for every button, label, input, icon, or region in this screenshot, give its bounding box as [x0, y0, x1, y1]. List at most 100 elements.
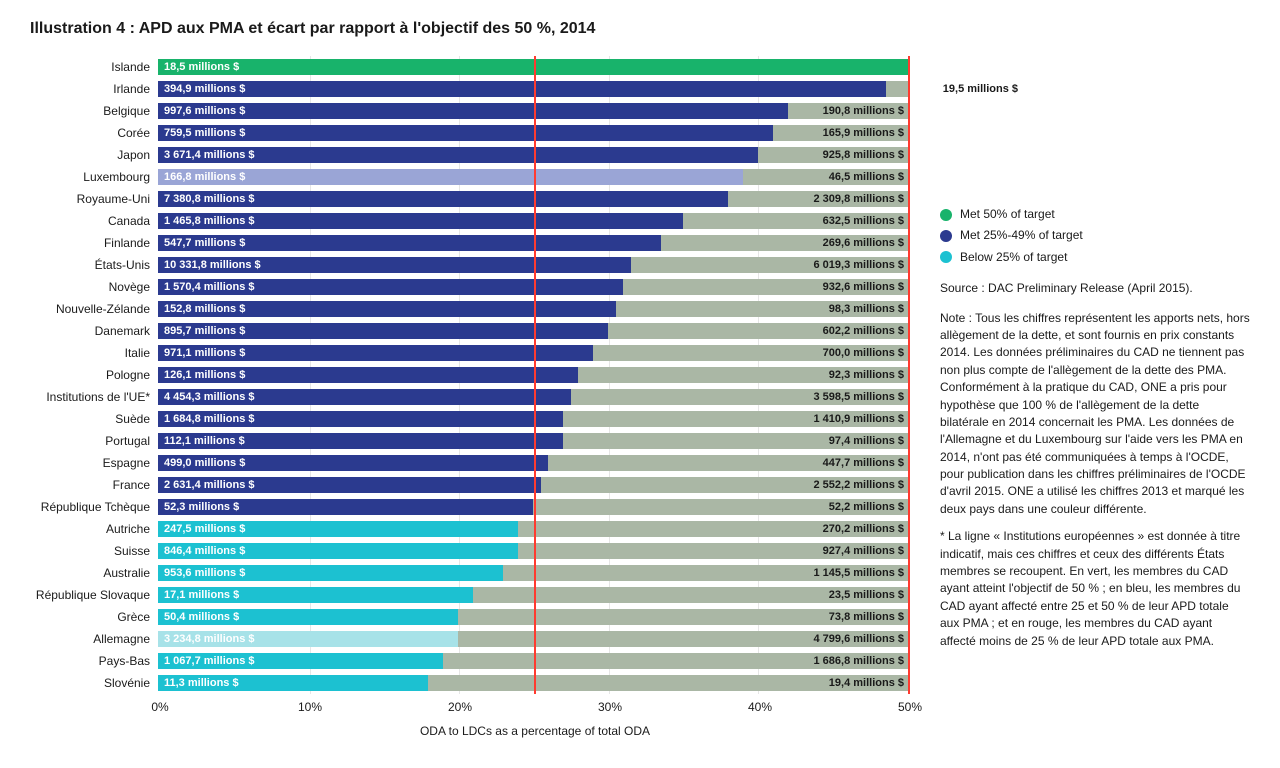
- bar-track: 394,9 millions $19,5 millions $: [158, 81, 908, 97]
- bar-row: Suède1 684,8 millions $1 410,9 millions …: [30, 408, 908, 430]
- bar-row: Pologne126,1 millions $92,3 millions $: [30, 364, 908, 386]
- bar-track: 18,5 millions $: [158, 59, 908, 75]
- bar-main: 1 570,4 millions $: [158, 279, 623, 295]
- bar-row: Royaume-Uni7 380,8 millions $2 309,8 mil…: [30, 188, 908, 210]
- gap-label: 52,2 millions $: [829, 499, 904, 515]
- country-label: Allemagne: [30, 632, 158, 646]
- country-label: Novège: [30, 280, 158, 294]
- bar-track: 1 570,4 millions $ 932,6 millions $: [158, 279, 908, 295]
- x-tick: 20%: [448, 700, 472, 714]
- bar-track: 7 380,8 millions $2 309,8 millions $: [158, 191, 908, 207]
- legend-swatch: [940, 251, 952, 263]
- country-label: Nouvelle-Zélande: [30, 302, 158, 316]
- gap-label: 4 799,6 millions $: [814, 631, 905, 647]
- bar-row: Islande18,5 millions $: [30, 56, 908, 78]
- country-label: Japon: [30, 148, 158, 162]
- gap-label: 73,8 millions $: [829, 609, 904, 625]
- country-label: Islande: [30, 60, 158, 74]
- bar-row: République Tchèque52,3 millions $ 52,2 mi…: [30, 496, 908, 518]
- country-label: Belgique: [30, 104, 158, 118]
- bar-track: 166,8 millions $46,5 millions $: [158, 169, 908, 185]
- gap-label: 447,7 millions $: [823, 455, 904, 471]
- country-label: Danemark: [30, 324, 158, 338]
- x-axis-title: ODA to LDCs as a percentage of total ODA: [160, 724, 910, 738]
- bar-main: 997,6 millions $: [158, 103, 788, 119]
- bar-track: 846,4 millions $927,4 millions $: [158, 543, 908, 559]
- country-label: Portugal: [30, 434, 158, 448]
- gap-label: 19,5 millions $: [943, 81, 1018, 97]
- gap-label: 632,5 millions $: [823, 213, 904, 229]
- bar-track: 50,4 millions $ 73,8 millions $: [158, 609, 908, 625]
- layout: Islande18,5 millions $Irlande394,9 milli…: [30, 56, 1250, 738]
- gap-label: 925,8 millions $: [823, 147, 904, 163]
- source-text: Source : DAC Preliminary Release (April …: [940, 280, 1250, 297]
- bar-row: Italie971,1 millions $ 700,0 millions $: [30, 342, 908, 364]
- country-label: Suède: [30, 412, 158, 426]
- bar-row: Irlande394,9 millions $19,5 millions $: [30, 78, 908, 100]
- gap-label: 927,4 millions $: [823, 543, 904, 559]
- bar-track: 547,7 millions $269,6 millions $: [158, 235, 908, 251]
- bar-main: 971,1 millions $: [158, 345, 593, 361]
- bar-row: Canada1 465,8 millions $632,5 millions $: [30, 210, 908, 232]
- chart-column: Islande18,5 millions $Irlande394,9 milli…: [30, 56, 910, 738]
- country-label: Italie: [30, 346, 158, 360]
- gap-label: 932,6 millions $: [823, 279, 904, 295]
- legend-item: Below 25% of target: [940, 249, 1250, 266]
- bar-track: 2 631,4 millions $2 552,2 millions $: [158, 477, 908, 493]
- bar-gap: [886, 81, 909, 97]
- bar-track: 4 454,3 millions $3 598,5 millions $: [158, 389, 908, 405]
- bar-main: 17,1 millions $: [158, 587, 473, 603]
- country-label: Pays-Bas: [30, 654, 158, 668]
- country-label: Royaume-Uni: [30, 192, 158, 206]
- bar-track: 52,3 millions $ 52,2 millions $: [158, 499, 908, 515]
- bar-row: Portugal112,1 millions $97,4 millions $: [30, 430, 908, 452]
- bar-row: Institutions de l'UE*4 454,3 millions $3…: [30, 386, 908, 408]
- bar-track: 112,1 millions $97,4 millions $: [158, 433, 908, 449]
- bar-row: Finlande547,7 millions $269,6 millions $: [30, 232, 908, 254]
- gap-label: 6 019,3 millions $: [814, 257, 905, 273]
- x-tick: 0%: [151, 700, 168, 714]
- bar-track: 1 067,7 millions $1 686,8 millions $: [158, 653, 908, 669]
- country-label: Slovénie: [30, 676, 158, 690]
- bar-row: France2 631,4 millions $2 552,2 millions…: [30, 474, 908, 496]
- bar-main: 759,5 millions $: [158, 125, 773, 141]
- country-label: Suisse: [30, 544, 158, 558]
- country-label: France: [30, 478, 158, 492]
- bar-main: 52,3 millions $: [158, 499, 533, 515]
- country-label: République Slovaque: [30, 588, 158, 602]
- bar-row: Luxembourg166,8 millions $46,5 millions …: [30, 166, 908, 188]
- country-label: Corée: [30, 126, 158, 140]
- bar-track: 759,5 millions $ 165,9 millions $: [158, 125, 908, 141]
- bar-main: 50,4 millions $: [158, 609, 458, 625]
- gap-label: 270,2 millions $: [823, 521, 904, 537]
- gap-label: 98,3 millions $: [829, 301, 904, 317]
- gap-label: 165,9 millions $: [823, 125, 904, 141]
- chart-title: Illustration 4 : APD aux PMA et écart pa…: [30, 20, 1250, 38]
- x-tick: 40%: [748, 700, 772, 714]
- legend-item: Met 25%-49% of target: [940, 227, 1250, 244]
- bar-row: Allemagne3 234,8 millions $4 799,6 milli…: [30, 628, 908, 650]
- gap-label: 700,0 millions $: [823, 345, 904, 361]
- bar-main: 18,5 millions $: [158, 59, 908, 75]
- country-label: Grèce: [30, 610, 158, 624]
- gap-label: 2 552,2 millions $: [814, 477, 905, 493]
- country-label: République Tchèque: [30, 500, 158, 514]
- legend-label: Met 25%-49% of target: [960, 227, 1083, 244]
- country-label: Pologne: [30, 368, 158, 382]
- bar-row: Belgique997,6 millions $190,8 millions $: [30, 100, 908, 122]
- bar-main: 394,9 millions $: [158, 81, 886, 97]
- side-column: Met 50% of target Met 25%-49% of target Be…: [940, 56, 1250, 738]
- gap-label: 1 686,8 millions $: [814, 653, 905, 669]
- gap-label: 602,2 millions $: [823, 323, 904, 339]
- country-label: Australie: [30, 566, 158, 580]
- bar-main: 247,5 millions $: [158, 521, 518, 537]
- bar-row: Autriche247,5 millions $270,2 millions $: [30, 518, 908, 540]
- bar-track: 1 684,8 millions $1 410,9 millions $: [158, 411, 908, 427]
- bar-track: 997,6 millions $190,8 millions $: [158, 103, 908, 119]
- bar-row: Australie953,6 millions $1 145,5 million…: [30, 562, 908, 584]
- bar-main: 895,7 millions $: [158, 323, 608, 339]
- legend-item: Met 50% of target: [940, 206, 1250, 223]
- gap-label: 23,5 millions $: [829, 587, 904, 603]
- bar-main: 166,8 millions $: [158, 169, 743, 185]
- bar-row: États-Unis10 331,8 millions $6 019,3 mil…: [30, 254, 908, 276]
